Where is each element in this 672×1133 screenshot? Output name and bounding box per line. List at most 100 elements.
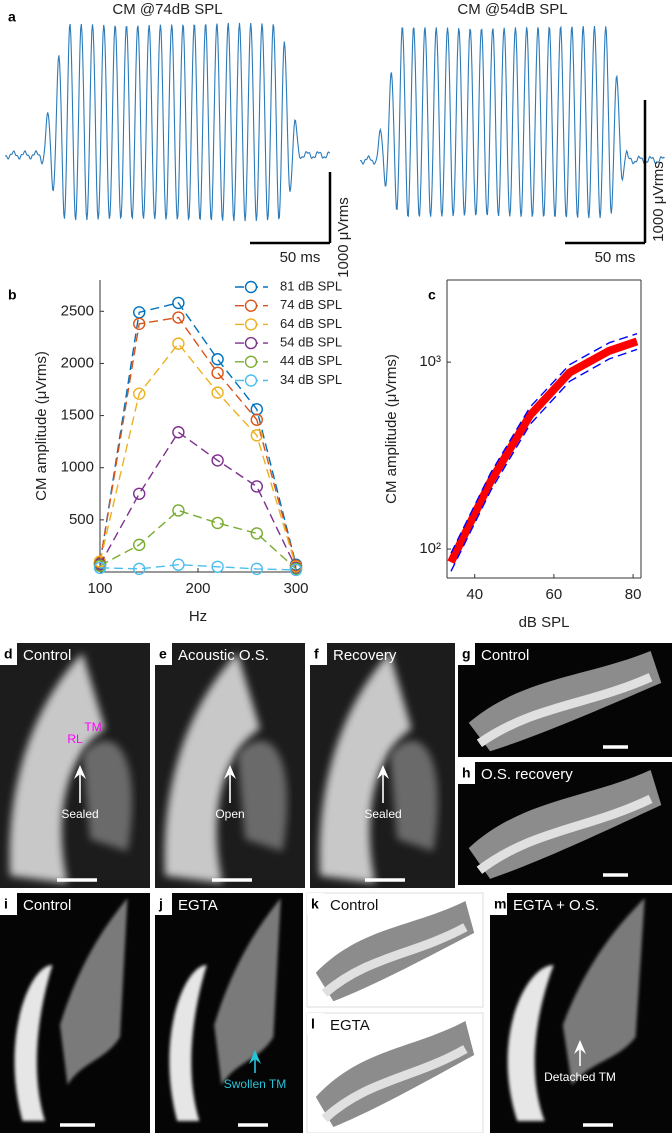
y-axis-label: CM amplitude (μVrms) [383, 354, 400, 504]
data-point [93, 561, 107, 575]
legend-marker [244, 318, 258, 331]
trace-title: CM @74dB SPL [112, 1, 222, 18]
arrow-head [574, 1040, 586, 1054]
data-point [211, 560, 224, 573]
panel-letter: g [462, 646, 471, 662]
y-tick-label: 2000 [61, 354, 94, 371]
x-axis-label: dB SPL [519, 614, 570, 631]
data-point [289, 563, 303, 577]
render [476, 673, 653, 748]
image-panel: j EGTA Swollen TM [155, 893, 303, 1133]
annotation: Detached TM [544, 1070, 616, 1084]
arrow-head [249, 1050, 261, 1064]
data-point [211, 454, 224, 467]
x-axis-label: Hz [189, 608, 207, 625]
y-tick-label: 1500 [61, 407, 94, 424]
tissue [507, 965, 554, 1121]
arrow-head [224, 765, 236, 779]
tissue [9, 653, 106, 884]
annotation: TM [84, 720, 101, 734]
letter-box [310, 643, 327, 665]
data-point [211, 386, 224, 399]
letter-box [0, 643, 17, 665]
data-point [250, 480, 263, 493]
data-point [172, 558, 185, 571]
y-axis-label: CM amplitude (μVrms) [33, 351, 50, 501]
tissue [60, 898, 128, 1085]
legend-label: 44 dB SPL [280, 353, 342, 368]
arrow-head [377, 765, 389, 779]
tissue [14, 965, 53, 1121]
annotation: Open [215, 807, 244, 821]
render [321, 923, 468, 997]
scale-label: 1000 μVrms [650, 161, 667, 242]
annotation: Sealed [364, 807, 401, 821]
data-point [132, 538, 146, 552]
scale-label: 50 ms [280, 249, 321, 266]
legend-label: 54 dB SPL [280, 335, 342, 350]
image-panel: l EGTA [306, 1012, 484, 1133]
panel-letter: e [159, 646, 167, 662]
letter-box [0, 893, 17, 915]
data-point [172, 296, 185, 310]
trace-title: CM @54dB SPL [457, 1, 567, 18]
panel-letter: d [4, 646, 13, 662]
tissue [164, 653, 260, 884]
data-point [172, 426, 185, 439]
x-tick-label: 200 [185, 580, 210, 597]
y-tick-label: 2500 [61, 302, 94, 319]
image-panel: e Acoustic O.S. Open [155, 643, 305, 888]
data-point [250, 429, 263, 442]
panel-letter: m [494, 896, 506, 912]
series-line [450, 348, 638, 572]
legend-label: 81 dB SPL [280, 278, 342, 293]
image-panel: k Control [306, 892, 484, 1008]
image-panel: h O.S. recovery [458, 762, 672, 885]
scale-label: 1000 μVrms [335, 197, 352, 278]
annotation: RL [67, 732, 83, 746]
image-title: EGTA [178, 897, 218, 914]
y-tick-label: 500 [69, 511, 94, 528]
data-point [132, 387, 146, 400]
waveform [4, 22, 331, 222]
image-panel: g Control [458, 643, 672, 757]
render [476, 794, 653, 874]
letter-box [307, 893, 324, 915]
data-point [93, 555, 107, 568]
waveform [359, 25, 665, 219]
x-tick-label: 60 [546, 586, 563, 603]
data-point [250, 413, 263, 426]
data-point [172, 311, 185, 324]
letter-box [155, 643, 172, 665]
data-point [211, 353, 224, 366]
panel-letter: l [311, 1016, 315, 1032]
letter-box [490, 893, 507, 915]
render [321, 1045, 468, 1122]
image-title: O.S. recovery [481, 766, 573, 783]
legend-marker [244, 355, 258, 368]
letter-box [458, 643, 475, 665]
image-panel: f Recovery Sealed [310, 643, 455, 888]
image-title: Control [481, 647, 529, 664]
data-point [172, 337, 185, 350]
y-tick-label: 1000 [61, 459, 94, 476]
scale-label: 50 ms [595, 249, 636, 266]
image-title: Control [330, 897, 378, 914]
image-title: Control [23, 647, 71, 664]
panel-letter: j [158, 896, 163, 912]
tissue [169, 965, 207, 1121]
legend-label: 64 dB SPL [280, 316, 342, 331]
panel-letter: i [4, 896, 8, 912]
series-line [99, 316, 297, 566]
image-panel: m EGTA + O.S. Detached TM [490, 893, 672, 1133]
legend-label: 74 dB SPL [280, 297, 342, 312]
panel-letter: a [8, 9, 16, 25]
letter-box [155, 893, 172, 915]
image-title: Acoustic O.S. [178, 647, 269, 664]
image-panel: i Control [0, 893, 150, 1133]
x-tick-label: 100 [87, 580, 112, 597]
letter-box [458, 762, 475, 784]
x-tick-label: 80 [625, 586, 642, 603]
series-line [99, 302, 297, 565]
